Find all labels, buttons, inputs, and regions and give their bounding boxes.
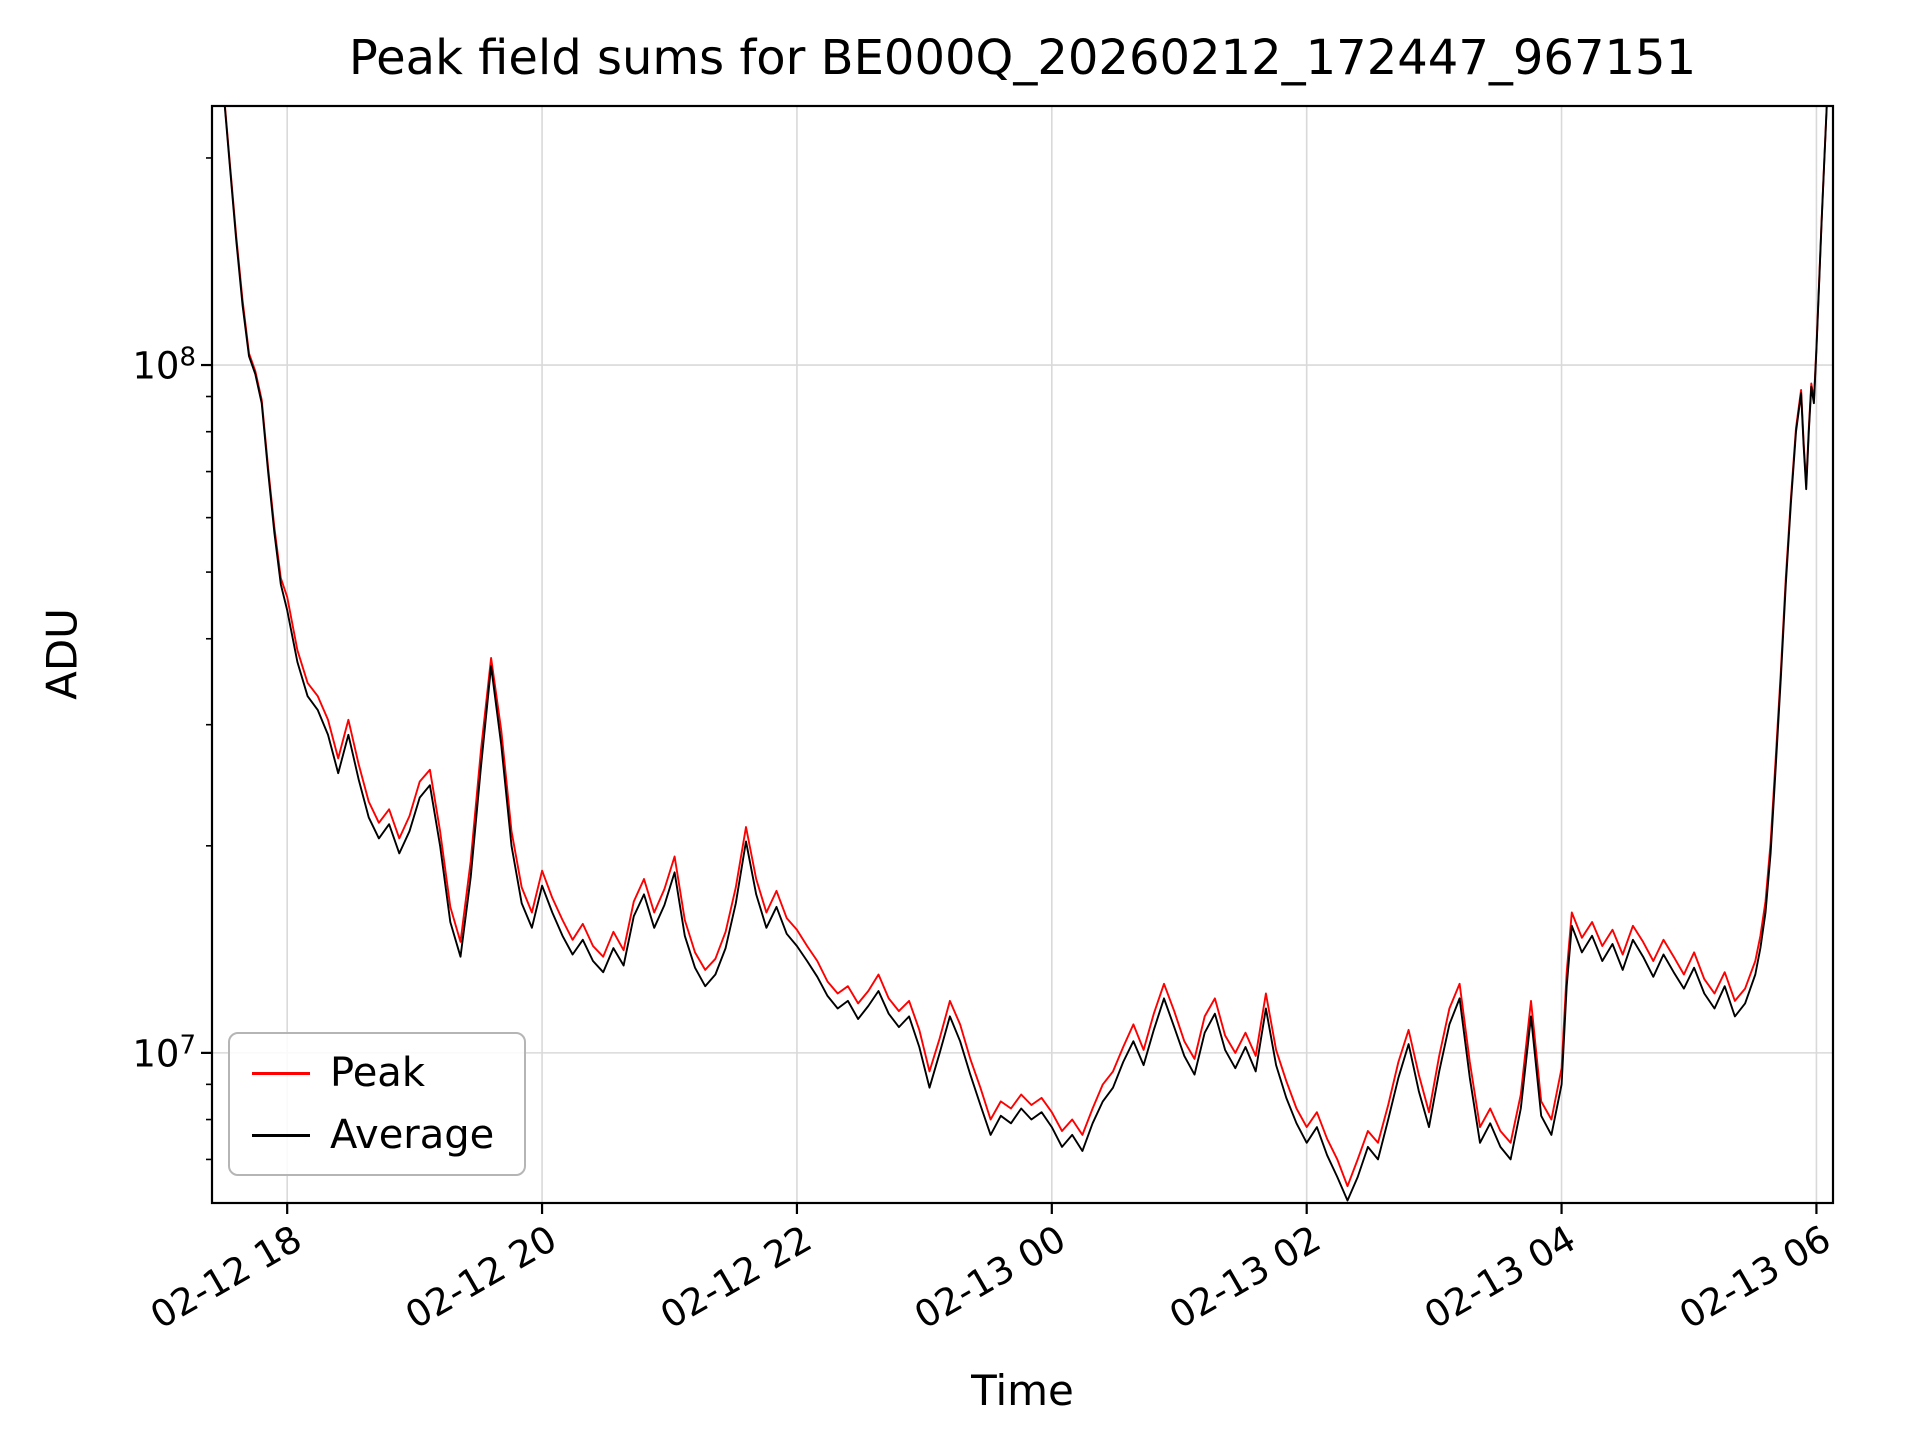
y-tick-label: 108 xyxy=(132,342,196,388)
x-tick-label: 02-13 04 xyxy=(1417,1217,1584,1338)
legend-entry-peak: Peak xyxy=(252,1050,494,1096)
x-tick-label: 02-12 22 xyxy=(652,1217,819,1338)
legend-label-average: Average xyxy=(330,1112,495,1158)
x-tick-label: 02-13 00 xyxy=(907,1217,1074,1338)
peak-line-swatch xyxy=(252,1071,310,1075)
chart-title: Peak field sums for BE000Q_20260212_1724… xyxy=(348,30,1697,86)
x-tick-label: 02-13 06 xyxy=(1672,1217,1838,1338)
x-tick-label: 02-12 20 xyxy=(397,1217,564,1338)
x-axis-label: Time xyxy=(971,1366,1074,1415)
plot-svg xyxy=(201,104,1835,1214)
legend-entry-average: Average xyxy=(252,1112,494,1158)
x-tick-label: 02-12 18 xyxy=(143,1217,309,1338)
y-tick-label: 107 xyxy=(132,1030,196,1076)
average-line-swatch xyxy=(252,1133,310,1137)
plot-area: Peak Average 02-12 18 02-12 20 02-12 22 02-… xyxy=(132,104,1838,1337)
x-tick-label: 02-13 02 xyxy=(1162,1217,1329,1338)
legend: Peak Average xyxy=(228,1032,527,1176)
y-axis-label: ADU xyxy=(37,608,87,700)
legend-label-peak: Peak xyxy=(330,1050,425,1096)
